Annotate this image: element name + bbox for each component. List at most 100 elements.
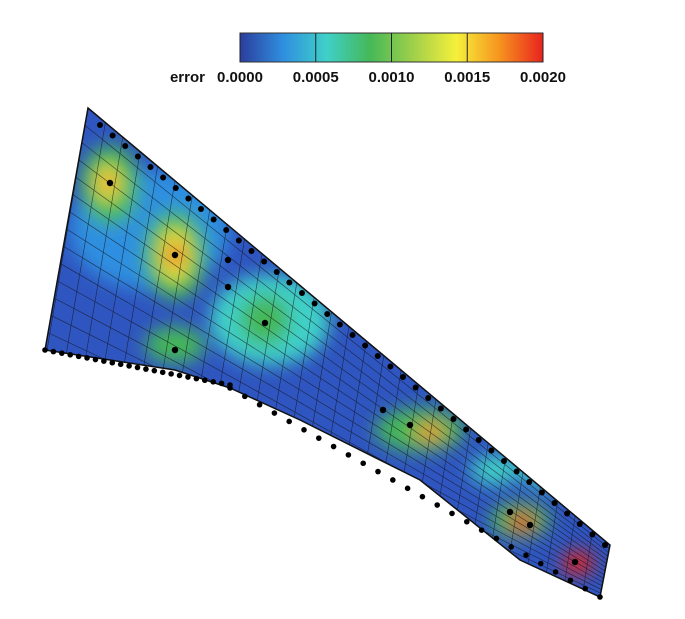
node	[67, 351, 74, 358]
node	[571, 558, 579, 566]
node	[374, 353, 381, 359]
node	[345, 452, 352, 458]
node	[390, 477, 396, 483]
node	[92, 356, 99, 363]
node	[122, 143, 129, 149]
node	[602, 542, 608, 548]
node	[564, 510, 571, 517]
node	[582, 585, 588, 592]
node	[552, 569, 559, 575]
node	[271, 410, 278, 416]
node	[286, 279, 293, 286]
node	[360, 460, 367, 467]
node	[375, 468, 381, 475]
node	[273, 269, 280, 275]
node	[218, 380, 225, 387]
mesh-line	[75, 176, 608, 561]
node	[151, 367, 158, 374]
node	[59, 350, 65, 356]
node	[419, 493, 426, 500]
node	[434, 502, 441, 508]
node	[242, 393, 248, 400]
node	[210, 216, 217, 223]
node	[143, 366, 149, 372]
mesh-line	[81, 137, 124, 379]
node	[160, 174, 167, 181]
node	[425, 395, 432, 401]
colorbar-tick-label: 0.0015	[444, 69, 490, 86]
node	[362, 342, 369, 349]
node	[159, 369, 166, 376]
colorbar-tick-label: 0.0000	[217, 69, 263, 86]
node	[134, 364, 141, 371]
node	[513, 468, 520, 475]
node	[349, 332, 356, 338]
mesh-line	[60, 263, 604, 579]
colorbar-label: error	[170, 69, 205, 86]
node	[201, 377, 208, 384]
mesh-line	[81, 142, 609, 553]
node	[324, 311, 331, 317]
mesh-line	[118, 166, 158, 395]
node	[463, 426, 470, 433]
node	[75, 353, 82, 360]
node	[248, 248, 255, 254]
node	[597, 594, 603, 600]
node	[551, 500, 558, 506]
node	[330, 443, 337, 450]
node	[171, 251, 179, 259]
node	[42, 347, 48, 353]
node	[523, 552, 529, 558]
mesh-line	[100, 151, 141, 387]
node	[299, 290, 305, 296]
node	[223, 227, 230, 233]
mesh-line	[66, 228, 606, 572]
mesh-line	[84, 125, 610, 549]
node	[193, 375, 200, 382]
node	[475, 437, 482, 443]
node	[316, 435, 322, 441]
node	[526, 479, 533, 485]
node	[117, 361, 124, 368]
node	[256, 401, 263, 408]
node	[261, 319, 269, 327]
node	[176, 372, 183, 379]
node	[506, 508, 514, 516]
node	[478, 527, 485, 533]
mesh-line	[544, 501, 559, 585]
node	[185, 195, 192, 202]
node	[493, 535, 500, 542]
node	[576, 521, 583, 527]
node	[101, 358, 107, 364]
node	[109, 132, 116, 139]
node	[171, 346, 179, 354]
node	[147, 164, 154, 170]
node	[488, 447, 495, 454]
node	[84, 355, 90, 361]
node	[508, 544, 514, 550]
node	[126, 363, 132, 369]
node	[450, 416, 457, 422]
mesh-line	[562, 515, 576, 593]
node	[97, 122, 103, 128]
mesh-line	[57, 280, 604, 583]
node	[185, 374, 191, 380]
node	[168, 371, 174, 377]
node	[224, 256, 232, 264]
node	[336, 321, 343, 328]
node	[538, 489, 545, 496]
node	[109, 359, 116, 366]
node	[379, 406, 387, 414]
node	[50, 348, 57, 355]
node	[449, 510, 455, 517]
node	[526, 521, 534, 529]
node	[261, 258, 268, 265]
node	[106, 179, 114, 187]
node	[301, 427, 307, 433]
node	[235, 237, 242, 244]
sensor-points	[42, 122, 608, 600]
node	[538, 560, 544, 567]
node	[210, 379, 216, 385]
node	[412, 384, 419, 391]
wing-field	[45, 108, 610, 597]
